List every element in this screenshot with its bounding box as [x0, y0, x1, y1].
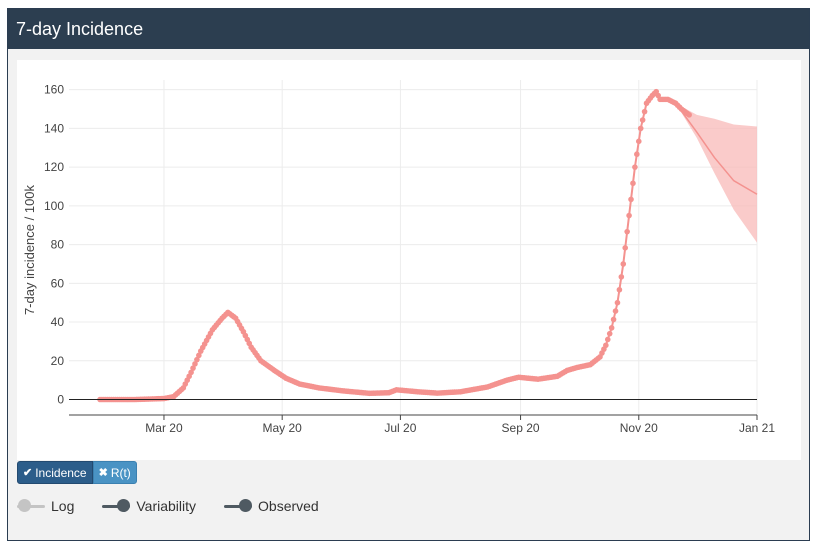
observed-point — [612, 308, 619, 314]
y-tick-label: 80 — [51, 238, 65, 252]
observed-point — [606, 330, 613, 337]
toggle-switch-icon — [224, 499, 253, 513]
variability-switch-label: Variability — [136, 498, 197, 514]
observed-point — [603, 342, 609, 349]
observed-switch-label: Observed — [258, 498, 319, 514]
y-tick-label: 100 — [44, 199, 64, 213]
log-switch[interactable]: Log — [17, 498, 74, 514]
y-tick-label: 20 — [51, 354, 65, 368]
incidence-toggle-label: Incidence — [35, 465, 87, 480]
y-tick-label: 160 — [44, 83, 64, 97]
y-tick-label: 140 — [44, 121, 64, 135]
observed-point — [604, 336, 611, 343]
y-axis-label: 7-day incidence / 100k — [22, 184, 37, 315]
observed-point — [628, 196, 634, 203]
display-switches: Log Variability Observed — [17, 498, 319, 514]
observed-point — [639, 117, 646, 123]
observed-point — [641, 108, 648, 115]
panel-title: 7-day Incidence — [8, 9, 809, 49]
plot-area[interactable]: 0 20 40 60 80 100 120 140 160 Mar 20 May 20 Jul 20 S… — [17, 60, 801, 460]
observed-point — [630, 180, 636, 187]
axis-layer: 0 20 40 60 80 100 120 140 160 Mar 20 May 20 Jul 20 S… — [44, 83, 775, 435]
observed-point — [196, 352, 202, 359]
x-tick-label: Sep 20 — [502, 421, 540, 435]
x-tick-label: Nov 20 — [620, 421, 658, 435]
observed-point — [626, 212, 632, 219]
observed-point — [608, 325, 615, 331]
observed-point — [624, 228, 630, 235]
observed-point — [635, 138, 642, 145]
rt-toggle-label: R(t) — [110, 465, 131, 480]
forecast-band-layer — [675, 103, 757, 243]
x-tick-label: Jan 21 — [739, 421, 775, 435]
observed-point — [616, 286, 623, 293]
y-tick-label: 0 — [57, 393, 64, 407]
observed-point — [614, 299, 621, 306]
rt-toggle-button[interactable]: ✖ R(t) — [92, 461, 137, 484]
incidence-toggle-button[interactable]: ✔ Incidence — [17, 461, 93, 484]
observed-point — [637, 125, 644, 132]
forecast-variability-band — [675, 103, 757, 243]
y-tick-label: 40 — [51, 315, 65, 329]
observed-point — [188, 369, 194, 376]
y-tick-label: 120 — [44, 160, 64, 174]
x-tick-label: May 20 — [263, 421, 303, 435]
observed-point — [632, 164, 638, 170]
observed-switch[interactable]: Observed — [224, 498, 319, 514]
x-tick-label: Jul 20 — [384, 421, 416, 435]
x-tick-label: Mar 20 — [145, 421, 183, 435]
series-toggle-group: ✔ Incidence ✖ R(t) — [17, 461, 137, 484]
observed-point — [610, 316, 617, 323]
observed-point — [190, 365, 196, 371]
observed-point — [192, 361, 198, 367]
observed-point — [618, 274, 625, 280]
observed-point — [686, 112, 692, 118]
grid-lines — [69, 80, 758, 415]
observed-point — [620, 261, 627, 267]
observed-point — [622, 245, 629, 251]
y-tick-label: 60 — [51, 276, 65, 290]
x-icon: ✖ — [98, 467, 108, 479]
observed-point — [634, 151, 640, 158]
forecast-line — [674, 102, 758, 195]
toggle-switch-icon — [17, 499, 45, 513]
series-layer — [97, 88, 758, 403]
incidence-panel: 7-day Incidence 0 20 40 60 80 100 120 140 160 Mar… — [7, 8, 810, 541]
observed-point — [194, 356, 200, 363]
incidence-chart[interactable]: 0 20 40 60 80 100 120 140 160 Mar 20 May 20 Jul 20 S… — [17, 60, 801, 460]
toggle-switch-icon — [102, 499, 131, 513]
log-switch-label: Log — [51, 498, 75, 514]
check-icon: ✔ — [23, 467, 33, 479]
variability-switch[interactable]: Variability — [102, 498, 196, 514]
